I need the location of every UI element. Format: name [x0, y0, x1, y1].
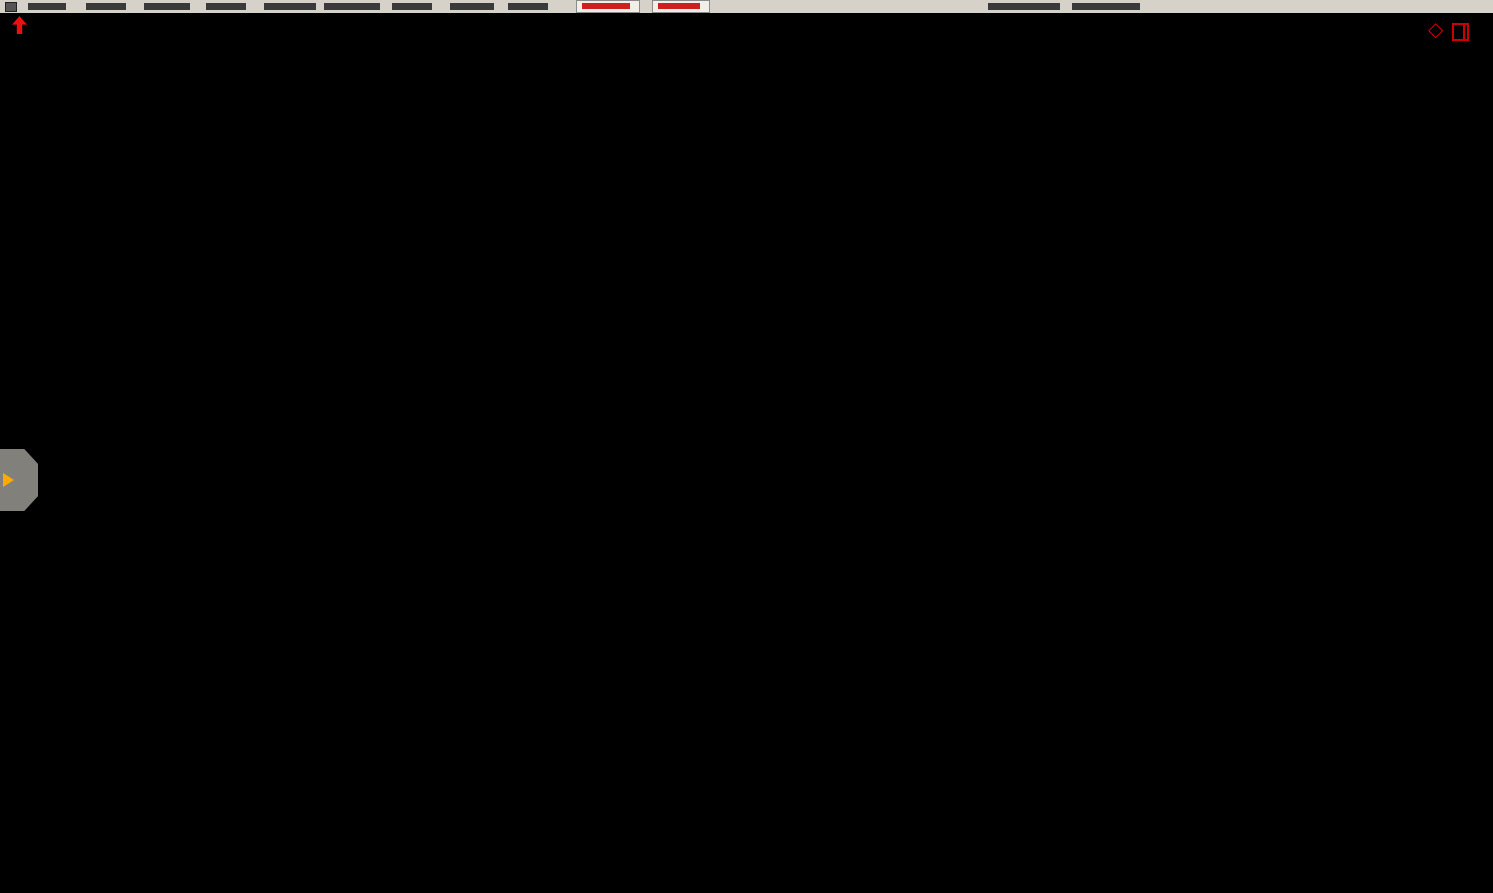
collapsed-panel-handle[interactable] [0, 449, 38, 511]
menu-item-stub[interactable] [264, 3, 316, 10]
diamond-icon[interactable]: ◇ [1428, 17, 1444, 41]
menu-item-stub[interactable] [28, 3, 66, 10]
menu-bar[interactable] [0, 0, 1493, 13]
menu-item-stub[interactable] [988, 3, 1060, 10]
restore-window-icon[interactable] [1452, 23, 1469, 41]
app-icon[interactable] [5, 2, 17, 12]
menu-item-stub[interactable] [1072, 3, 1140, 10]
buy-signal-icon [12, 16, 27, 34]
expand-arrow-icon[interactable] [3, 473, 14, 487]
menu-item-stub[interactable] [508, 3, 548, 10]
menu-item-stub[interactable] [86, 3, 126, 10]
menu-item-stub[interactable] [450, 3, 494, 10]
menu-item-stub[interactable] [392, 3, 432, 10]
menu-item-stub[interactable] [324, 3, 380, 10]
menu-item-stub[interactable] [206, 3, 246, 10]
toolbar-red-button[interactable] [652, 0, 710, 13]
menu-item-stub[interactable] [144, 3, 190, 10]
toolbar-red-button[interactable] [576, 0, 640, 13]
main-chart-header [2, 16, 37, 34]
